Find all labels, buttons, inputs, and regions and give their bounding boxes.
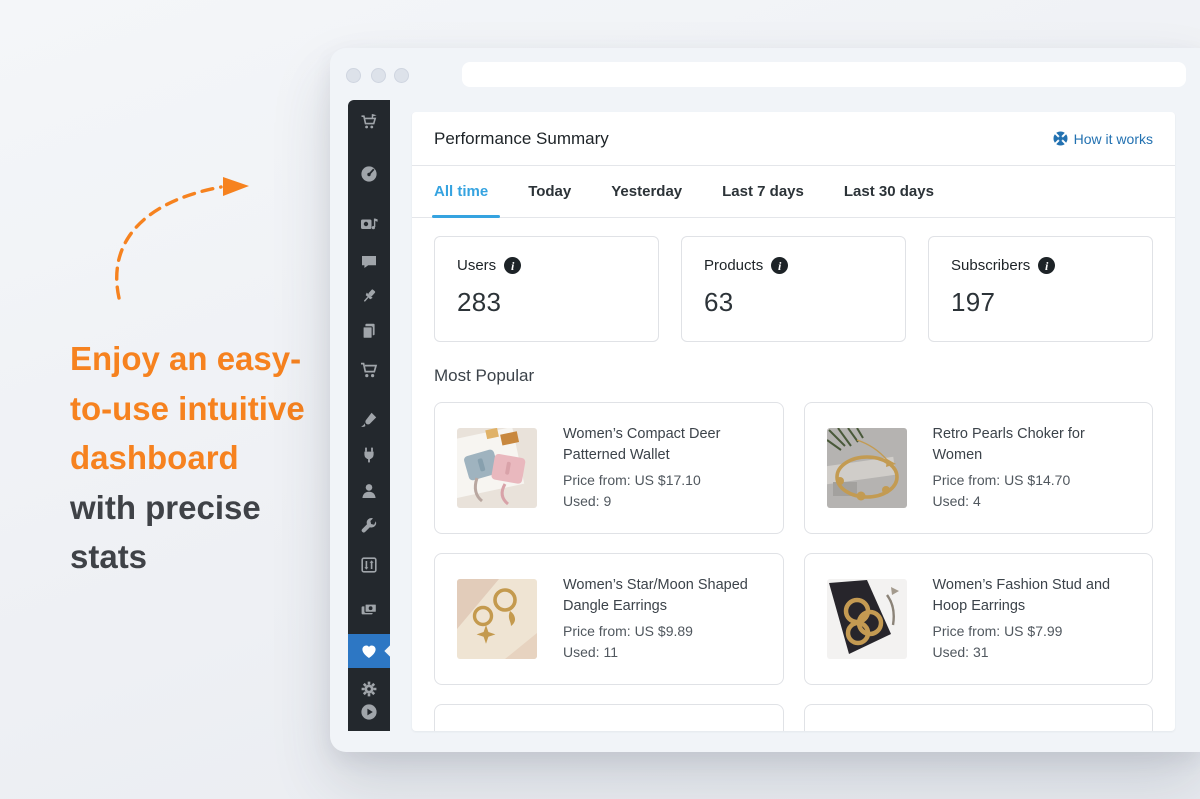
product-title: Women’s Compact Deer Patterned Wallet xyxy=(563,425,721,463)
pages-icon xyxy=(362,323,375,339)
info-icon[interactable]: i xyxy=(1038,257,1056,274)
info-icon[interactable]: i xyxy=(771,257,789,274)
product-title: Women’s Star/Moon Shaped Dangle Earrings xyxy=(563,576,748,614)
hero-headline-orange: Enjoy an easy-to-use intuitive dashboard xyxy=(70,340,305,476)
tab-all-time[interactable]: All time xyxy=(431,166,501,218)
window-control-dot[interactable] xyxy=(346,68,361,83)
sidebar-item-comments[interactable] xyxy=(348,245,390,279)
users-icon xyxy=(362,484,376,498)
product-used: Used: 4 xyxy=(932,493,981,510)
tab-yesterday[interactable]: Yesterday xyxy=(611,183,683,200)
product-used: Used: 9 xyxy=(563,493,612,510)
curved-dashed-arrow-icon xyxy=(103,170,273,308)
sidebar-item-dashboard[interactable] xyxy=(348,157,390,191)
hero-headline: Enjoy an easy-to-use intuitive dashboard… xyxy=(70,334,308,582)
product-card[interactable] xyxy=(803,704,1153,731)
stat-value: 197 xyxy=(951,287,996,317)
admin-sidebar xyxy=(348,100,390,731)
store-cart-flag-icon xyxy=(361,114,377,129)
help-wheel-icon xyxy=(1053,131,1068,146)
product-price: Price from: US $17.10 xyxy=(563,472,701,489)
wallet-product-photo xyxy=(457,428,537,508)
performance-summary-panel: Performance Summary How it works All tim… xyxy=(412,112,1175,731)
product-price: Price from: US $9.89 xyxy=(563,623,693,640)
time-range-tabs: All time Today Yesterday Last 7 days Las… xyxy=(412,166,1175,218)
browser-chrome xyxy=(330,48,1200,100)
stat-value: 283 xyxy=(457,287,502,317)
address-bar[interactable] xyxy=(462,62,1186,87)
plugin-icon xyxy=(364,447,374,463)
product-card[interactable]: Retro Pearls Choker for Women Price from… xyxy=(803,402,1153,534)
settings-sliders-icon xyxy=(361,557,377,573)
pin-icon xyxy=(364,289,376,302)
product-card[interactable]: Women’s Compact Deer Patterned Wallet Pr… xyxy=(434,402,784,534)
window-control-dot[interactable] xyxy=(371,68,386,83)
page-title: Performance Summary xyxy=(434,128,609,148)
window-control-dot[interactable] xyxy=(394,68,409,83)
stat-card-subscribers: Subscribers i 197 xyxy=(928,236,1153,342)
sidebar-item-media[interactable] xyxy=(348,208,390,242)
sidebar-item-posts[interactable] xyxy=(348,279,390,313)
sidebar-item-settings-sliders[interactable] xyxy=(348,548,390,582)
product-price: Price from: US $14.70 xyxy=(932,472,1071,489)
tools-wrench-icon xyxy=(361,518,377,533)
sidebar-item-collapse[interactable] xyxy=(348,695,390,729)
sidebar-item-users[interactable] xyxy=(348,474,390,508)
how-it-works-link[interactable]: How it works xyxy=(1053,131,1153,147)
hoop-earrings-product-photo xyxy=(826,579,907,659)
sidebar-item-store[interactable] xyxy=(348,105,390,139)
stat-card-products: Products i 63 xyxy=(681,236,906,342)
info-icon[interactable]: i xyxy=(504,257,522,274)
sidebar-item-settings[interactable] xyxy=(348,672,390,706)
panel-header: Performance Summary How it works xyxy=(412,112,1175,166)
product-title: Retro Pearls Choker for Women xyxy=(932,425,1085,463)
choker-product-photo xyxy=(826,428,907,508)
product-card[interactable] xyxy=(434,704,784,731)
product-card[interactable]: Women’s Fashion Stud and Hoop Earrings P… xyxy=(803,553,1153,685)
tab-today[interactable]: Today xyxy=(528,183,572,200)
sidebar-item-appearance[interactable] xyxy=(348,403,390,437)
sidebar-item-plugins[interactable] xyxy=(348,438,390,472)
sidebar-item-wishlist-active[interactable] xyxy=(348,634,390,668)
paintbrush-icon xyxy=(361,412,377,427)
comments-icon xyxy=(362,256,376,268)
heart-icon xyxy=(362,645,376,658)
sidebar-item-pages[interactable] xyxy=(348,314,390,348)
product-price: Price from: US $7.99 xyxy=(932,623,1063,640)
stat-value: 63 xyxy=(704,287,734,317)
sidebar-item-payments[interactable] xyxy=(348,593,390,627)
media-icon xyxy=(361,218,378,230)
sidebar-item-tools[interactable] xyxy=(348,509,390,543)
dashboard-gauge-icon xyxy=(361,166,377,182)
cart-icon xyxy=(361,362,378,378)
product-used: Used: 11 xyxy=(563,644,618,661)
sidebar-item-woocommerce[interactable] xyxy=(348,353,390,387)
stat-label: Users xyxy=(457,257,497,274)
browser-window: Performance Summary How it works All tim… xyxy=(330,48,1200,752)
money-cards-icon xyxy=(361,603,377,615)
gear-icon xyxy=(361,681,377,697)
product-card[interactable]: Women’s Star/Moon Shaped Dangle Earrings… xyxy=(434,553,784,685)
how-it-works-label: How it works xyxy=(1073,130,1153,147)
product-title: Women’s Fashion Stud and Hoop Earrings xyxy=(932,576,1111,614)
stat-label: Subscribers xyxy=(951,257,1031,274)
hero-headline-dark: with precise stats xyxy=(70,488,261,576)
product-used: Used: 31 xyxy=(932,644,989,661)
star-moon-earrings-product-photo xyxy=(457,579,537,659)
most-popular-heading: Most Popular xyxy=(434,366,535,385)
stats-row: Users i 283 Products i 63 Subscribers i xyxy=(434,236,1153,342)
stat-label: Products xyxy=(704,257,764,274)
panel-body: Users i 283 Products i 63 Subscribers i xyxy=(412,218,1175,731)
tab-last-30-days[interactable]: Last 30 days xyxy=(843,183,934,200)
tab-last-7-days[interactable]: Last 7 days xyxy=(722,183,804,200)
most-popular-grid: Women’s Compact Deer Patterned Wallet Pr… xyxy=(434,402,1153,731)
stat-card-users: Users i 283 xyxy=(434,236,659,342)
play-circle-icon xyxy=(361,704,377,720)
